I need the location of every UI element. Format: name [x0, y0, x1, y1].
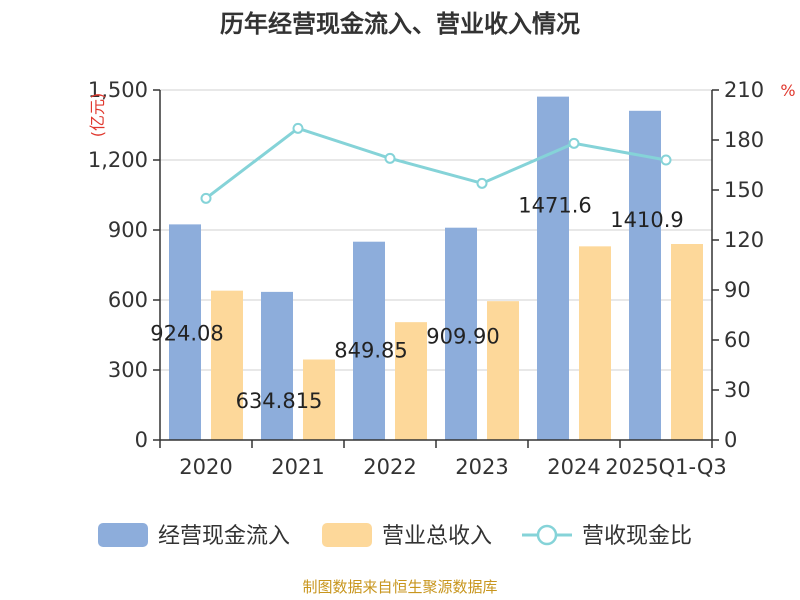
legend-label: 营业总收入: [382, 524, 492, 549]
data-label: 1410.9: [610, 208, 683, 232]
right-axis-unit: %: [780, 81, 795, 100]
ratio-line: [200, 122, 672, 204]
ratio-point: [568, 137, 580, 149]
left-tick-label: 1,200: [88, 148, 148, 172]
x-tick-label: 2021: [271, 455, 324, 479]
bar-revenue: [211, 290, 243, 440]
x-tick-label: 2022: [363, 455, 416, 479]
left-tick-label: 600: [108, 288, 148, 312]
x-tick-label: 2023: [455, 455, 508, 479]
legend-label: 营收现金比: [582, 524, 692, 549]
chart-title: 历年经营现金流入、营业收入情况: [220, 10, 580, 38]
legend: 经营现金流入 营业总收入 营收现金比: [98, 523, 692, 549]
ratio-point: [292, 122, 304, 134]
right-tick-label: 210: [724, 78, 764, 102]
bar-revenue: [487, 301, 519, 440]
axes: 0 300 600 900 1,200 1,500 0 30 60 90 120 150 180 210 2…: [88, 78, 764, 479]
x-tick-label: 2025Q1-Q3: [605, 455, 727, 479]
right-tick-label: 150: [724, 178, 764, 202]
bar-cash-inflow: [169, 224, 201, 440]
legend-swatch-bar: [322, 523, 372, 547]
x-tick-label: 2024: [547, 455, 600, 479]
bar-cash-inflow: [445, 227, 477, 440]
ratio-point: [384, 152, 396, 164]
right-tick-label: 120: [724, 228, 764, 252]
data-label: 909.90: [426, 325, 499, 349]
legend-swatch-marker: [536, 524, 558, 546]
gridlines: [160, 89, 712, 371]
ratio-point: [200, 192, 212, 204]
source-note: 制图数据来自恒生聚源数据库: [302, 578, 497, 596]
bar-cash-inflow: [353, 241, 385, 440]
data-labels: 924.08 634.815 849.85 909.90 1471.6 1410.9: [150, 194, 683, 413]
bar-revenue: [671, 244, 703, 440]
ratio-point: [660, 154, 672, 166]
left-tick-label: 300: [108, 358, 148, 382]
right-tick-label: 60: [724, 328, 751, 352]
data-label: 924.08: [150, 321, 223, 345]
bar-revenue: [579, 246, 611, 440]
right-tick-label: 90: [724, 278, 751, 302]
data-label: 849.85: [334, 339, 407, 363]
data-label: 634.815: [236, 389, 323, 413]
legend-label: 经营现金流入: [158, 524, 290, 549]
bar-cash-inflow: [629, 110, 661, 440]
left-tick-label: 900: [108, 218, 148, 242]
ratio-line-path: [205, 126, 667, 200]
left-tick-label: 1,500: [88, 78, 148, 102]
data-label: 1471.6: [518, 194, 591, 218]
left-axis-unit: (亿元): [88, 93, 107, 138]
bar-revenue: [395, 322, 427, 440]
x-tick-label: 2020: [179, 455, 232, 479]
ratio-point: [476, 177, 488, 189]
bar-revenue: [303, 359, 335, 440]
right-tick-label: 0: [724, 428, 737, 452]
right-tick-label: 180: [724, 128, 764, 152]
right-tick-label: 30: [724, 378, 751, 402]
legend-swatch-bar: [98, 523, 148, 547]
bar-cash-inflow: [261, 291, 293, 440]
left-tick-label: 0: [135, 428, 148, 452]
bars: [169, 96, 703, 441]
